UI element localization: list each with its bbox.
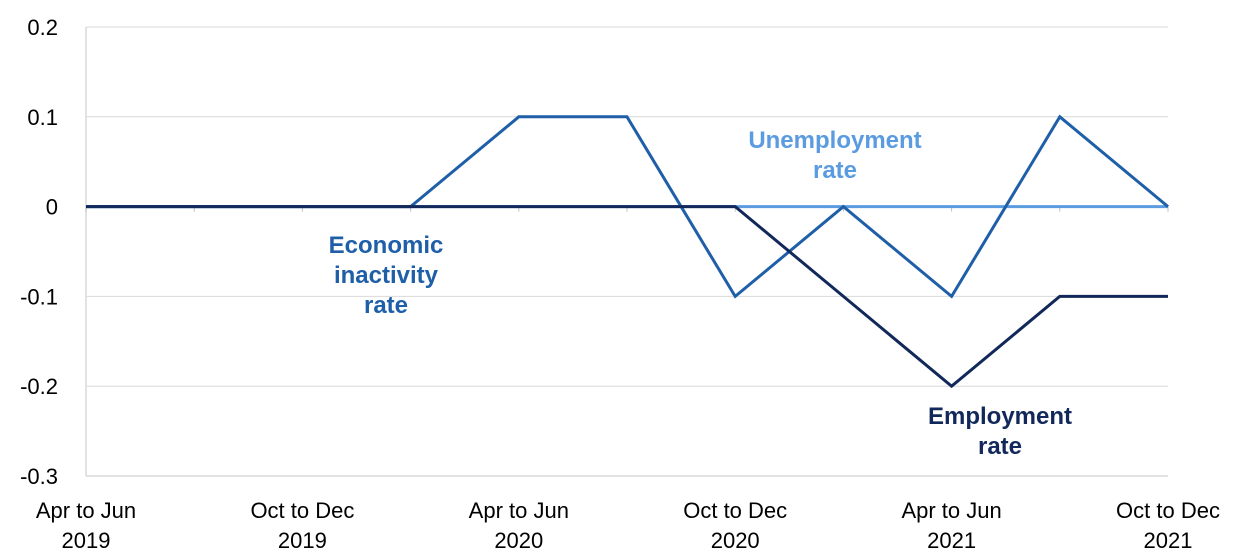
y-tick-label: 0	[46, 195, 58, 220]
series-label-text: rate	[813, 157, 857, 184]
series-line-employment-rate	[86, 205, 1168, 389]
x-tick-label: Apr to Jun	[469, 498, 569, 523]
series-label-text: Economic	[329, 232, 444, 259]
x-tick-label: 2021	[927, 528, 976, 553]
x-tick-label: 2019	[278, 528, 327, 553]
series-lines	[86, 114, 1169, 389]
y-tick-label: -0.3	[20, 464, 58, 489]
x-tick-label: Apr to Jun	[36, 498, 136, 523]
x-tick-label: Apr to Jun	[901, 498, 1001, 523]
y-tick-label: 0.1	[27, 105, 58, 130]
x-tick-label: Oct to Dec	[683, 498, 787, 523]
x-tick-label: Oct to Dec	[250, 498, 354, 523]
x-tick-label: 2020	[494, 528, 543, 553]
series-label-economic-inactivity-rate: Economic inactivity rate	[329, 232, 444, 319]
series-label-text: rate	[364, 292, 408, 319]
series-label-text: Unemployment	[748, 127, 921, 154]
x-tick-label: 2020	[711, 528, 760, 553]
x-tick-label: 2019	[62, 528, 111, 553]
series-label-unemployment-rate: Unemployment rate	[748, 127, 921, 184]
x-tick-label: Oct to Dec	[1116, 498, 1220, 523]
y-axis-tick-labels: -0.3 -0.2 -0.1 0 0.1 0.2	[20, 15, 58, 489]
y-tick-label: 0.2	[27, 15, 58, 40]
series-label-text: rate	[978, 433, 1022, 460]
x-tick-label: 2021	[1144, 528, 1193, 553]
series-labels: UnemploymentrateEconomicinactivityrateEm…	[329, 127, 1072, 460]
series-label-employment-rate: Employment rate	[928, 403, 1072, 460]
series-label-text: Employment	[928, 403, 1072, 430]
y-tick-label: -0.1	[20, 284, 58, 309]
y-tick-label: -0.2	[20, 374, 58, 399]
x-axis-tick-labels: Apr to Jun 2019 Oct to Dec 2019 Apr to Jun 20…	[36, 498, 1220, 553]
series-label-text: inactivity	[334, 262, 439, 289]
